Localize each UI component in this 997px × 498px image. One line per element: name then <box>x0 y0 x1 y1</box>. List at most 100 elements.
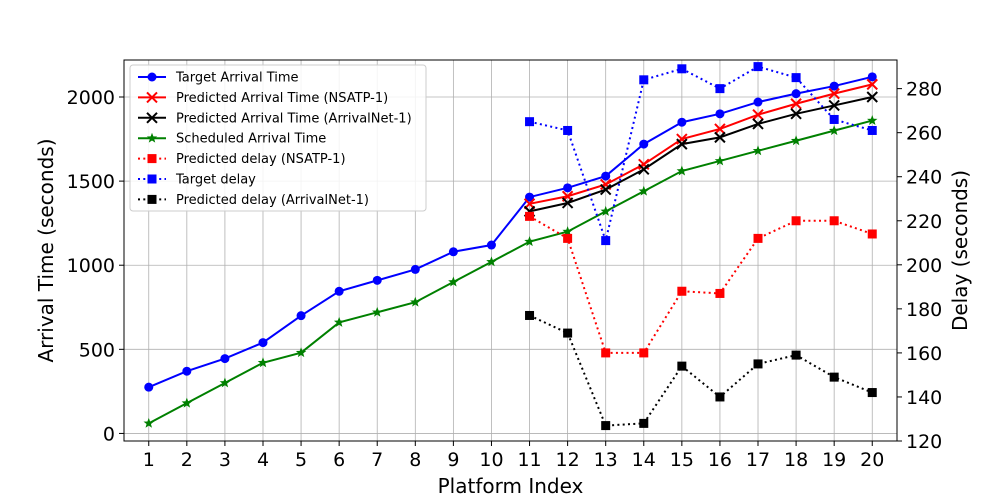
y-tick-label: 500 <box>79 339 115 361</box>
series-line <box>529 65 873 245</box>
data-point <box>486 240 496 250</box>
data-point <box>143 417 154 428</box>
legend-marker <box>146 91 158 104</box>
x-tick-label: 12 <box>556 449 580 471</box>
plot-frame <box>123 59 898 442</box>
data-point <box>753 233 763 243</box>
data-point <box>448 247 458 257</box>
y2-tick-label: 240 <box>906 167 942 189</box>
data-point <box>144 382 154 392</box>
data-point <box>753 97 763 107</box>
data-point <box>828 125 840 136</box>
data-point <box>790 98 802 110</box>
data-point <box>525 310 535 320</box>
data-point <box>486 256 497 267</box>
data-point <box>676 133 688 145</box>
data-point <box>867 125 877 135</box>
data-point <box>714 131 726 144</box>
data-point <box>714 155 726 166</box>
data-point <box>296 311 306 321</box>
data-point <box>752 145 764 156</box>
data-point <box>181 397 193 408</box>
plot-series <box>143 62 878 431</box>
data-point <box>563 233 573 243</box>
data-point <box>867 229 877 239</box>
data-point <box>791 73 801 83</box>
x-axis-label: Platform Index <box>438 474 584 498</box>
y2-tick-label: 200 <box>906 255 942 277</box>
x-tick-label: 18 <box>784 449 808 471</box>
x-tick-label: 9 <box>447 449 459 471</box>
data-point <box>525 192 535 202</box>
data-point <box>791 350 801 360</box>
legend-label: Target Arrival Time <box>175 71 299 86</box>
data-point <box>752 108 764 121</box>
data-point <box>561 197 574 209</box>
data-point <box>676 165 688 176</box>
legend: Target Arrival Time Predicted Arrival Tim… <box>129 64 427 212</box>
data-point <box>525 117 535 127</box>
y-tick-label: 0 <box>103 423 115 445</box>
data-point <box>790 135 802 146</box>
x-tick-label: 13 <box>594 449 618 471</box>
data-point <box>791 216 801 226</box>
x-tick-label: 5 <box>295 449 307 471</box>
series-line <box>529 96 873 213</box>
data-point <box>334 286 344 296</box>
data-point <box>867 72 877 82</box>
data-point <box>866 91 878 103</box>
data-point <box>828 87 840 100</box>
x-tick-label: 20 <box>860 449 884 471</box>
series-0 <box>144 72 877 392</box>
data-point <box>525 211 535 221</box>
legend-label: Target delay <box>175 173 256 188</box>
data-point <box>601 421 611 431</box>
data-point <box>639 348 649 358</box>
legend-marker <box>147 154 157 164</box>
data-point <box>638 185 650 196</box>
data-point <box>677 361 687 371</box>
data-point <box>752 118 764 130</box>
series-line <box>529 314 873 427</box>
legend-label: Predicted Arrival Time (NSATP-1) <box>176 91 388 106</box>
series-line <box>529 215 873 354</box>
x-tick-label: 10 <box>479 449 503 471</box>
data-point <box>791 89 801 99</box>
legend-box <box>129 64 427 212</box>
x-tick-label: 3 <box>219 449 231 471</box>
data-point <box>600 205 611 216</box>
y2-tick-label: 260 <box>906 123 942 145</box>
series-line <box>529 83 873 205</box>
x-tick-label: 17 <box>746 449 770 471</box>
y2-tick-label: 280 <box>906 79 942 101</box>
series-4 <box>525 211 877 358</box>
data-point <box>867 115 878 126</box>
data-point <box>599 183 612 196</box>
legend-label: Predicted Arrival Time (ArrivalNet-1) <box>176 111 412 126</box>
data-point <box>676 138 688 150</box>
data-point <box>220 354 230 364</box>
data-point <box>372 275 382 285</box>
legend-label: Predicted delay (ArrivalNet-1) <box>176 193 369 208</box>
y2-tick-label: 160 <box>906 343 942 365</box>
data-point <box>563 125 573 135</box>
data-point <box>828 99 840 112</box>
data-point <box>562 226 573 237</box>
data-point <box>524 236 535 247</box>
data-point <box>410 264 420 274</box>
legend-marker <box>146 132 158 143</box>
data-point <box>563 183 573 193</box>
data-point <box>563 328 573 338</box>
data-point <box>829 114 839 124</box>
x-tick-label: 7 <box>371 449 383 471</box>
series-line <box>148 75 873 389</box>
y-tick-label: 2000 <box>67 87 115 109</box>
y-axis-label: Arrival Time (seconds) <box>34 139 58 363</box>
data-point <box>715 392 725 402</box>
data-point <box>677 117 687 127</box>
data-point <box>715 288 725 298</box>
series-5 <box>525 62 877 246</box>
legend-label: Predicted delay (NSATP-1) <box>176 152 346 167</box>
x-tick-label: 4 <box>257 449 269 471</box>
